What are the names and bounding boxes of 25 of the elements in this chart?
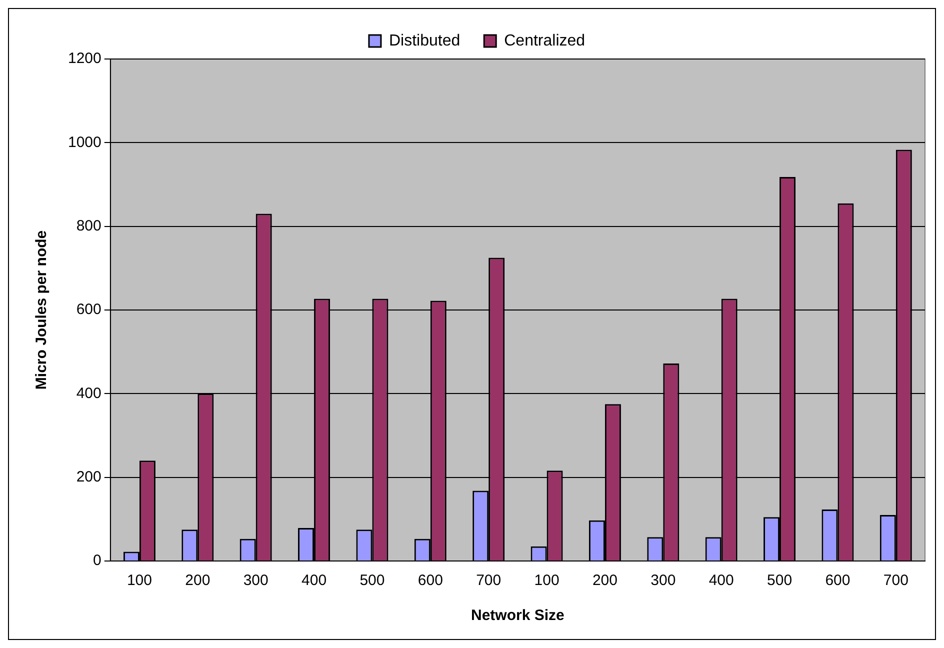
x-tick-label: 500	[360, 572, 385, 590]
x-tick-label: 100	[126, 572, 152, 590]
legend-label: Centralized	[504, 32, 586, 50]
x-tick-label: 200	[592, 572, 618, 590]
y-tick-label: 1000	[68, 134, 102, 151]
x-tick-label: 300	[650, 572, 676, 590]
x-axis-title: Network Size	[470, 607, 564, 624]
legend-label: Distibuted	[388, 32, 460, 50]
x-tick-label: 600	[825, 572, 850, 590]
y-tick-label: 1200	[68, 50, 102, 68]
x-tick-label: 100	[534, 572, 560, 590]
x-tick-label: 600	[418, 572, 443, 590]
x-tick-label: 400	[302, 572, 327, 590]
y-tick-label: 0	[93, 552, 102, 570]
x-tick-label: 700	[883, 572, 908, 590]
y-tick-label: 200	[76, 468, 102, 486]
y-tick-label: 800	[76, 217, 102, 234]
x-tick-label: 200	[185, 572, 210, 590]
x-tick-label: 300	[243, 572, 268, 590]
y-axis-title: Micro Joules per node	[33, 230, 50, 390]
y-tick-label: 400	[76, 384, 102, 402]
x-tick-label: 400	[708, 572, 734, 590]
x-tick-label: 500	[767, 572, 792, 590]
x-tick-label: 700	[476, 572, 502, 590]
y-tick-label: 600	[76, 301, 102, 318]
